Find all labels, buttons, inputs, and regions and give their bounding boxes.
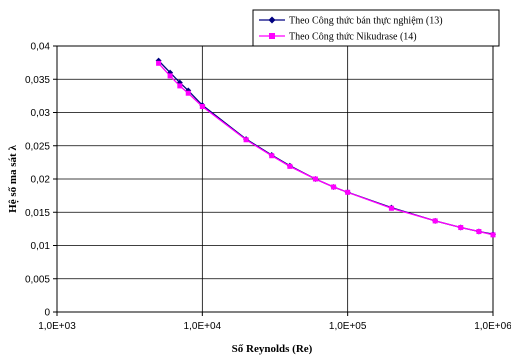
legend-series-2-marker bbox=[269, 33, 275, 39]
series-2-point bbox=[185, 90, 191, 96]
series-2-point bbox=[458, 225, 464, 231]
x-tick-label: 1,0E+06 bbox=[474, 321, 511, 332]
tick-layer: 0 0,005 0,01 0,015 0,02 0,025 0,03 0,035 0,04 1,0… bbox=[25, 42, 511, 333]
series-2-point bbox=[177, 83, 183, 89]
y-tick-label: 0,015 bbox=[25, 208, 50, 219]
series-2-point bbox=[345, 189, 351, 195]
series-2-point bbox=[199, 104, 205, 110]
series-1-line bbox=[158, 60, 494, 235]
series-2-point bbox=[388, 205, 394, 211]
grid-layer bbox=[57, 46, 493, 312]
x-tick-label: 1,0E+04 bbox=[184, 321, 222, 332]
series-2-point bbox=[490, 232, 496, 238]
x-tick-label: 1,0E+05 bbox=[329, 321, 367, 332]
x-tick-label: 1,0E+03 bbox=[38, 321, 76, 332]
series-2-point bbox=[476, 229, 482, 235]
series-2-point bbox=[269, 153, 275, 159]
y-tick-label: 0,01 bbox=[31, 241, 51, 252]
series-2-point bbox=[331, 184, 337, 190]
y-tick-label: 0,02 bbox=[31, 175, 51, 186]
series-2-point bbox=[243, 137, 249, 143]
series-layer bbox=[155, 57, 496, 238]
series-2-point bbox=[287, 163, 293, 169]
legend-series-2-label: Theo Công thức Nikudrase (14) bbox=[289, 32, 417, 43]
y-tick-label: 0,04 bbox=[31, 42, 51, 53]
x-axis-title: Số Reynolds (Re) bbox=[232, 343, 313, 355]
series-2-point bbox=[312, 176, 318, 182]
y-tick-label: 0,025 bbox=[25, 141, 50, 152]
legend-series-1-label: Theo Công thức bán thực nghiệm (13) bbox=[289, 16, 443, 27]
series-2-line bbox=[158, 62, 494, 236]
legend-box bbox=[252, 9, 500, 47]
series-2-point bbox=[432, 218, 438, 224]
y-tick-label: 0,03 bbox=[31, 108, 51, 119]
legend: Theo Công thức bán thực nghiệm (13) Theo… bbox=[252, 9, 500, 47]
series-2-point bbox=[167, 73, 173, 79]
legend-series-1-marker bbox=[268, 16, 276, 24]
series-2-point bbox=[156, 60, 162, 66]
y-tick-label: 0,035 bbox=[25, 75, 50, 86]
y-axis-title: Hệ số ma sát λ bbox=[7, 145, 19, 213]
y-tick-label: 0,005 bbox=[25, 274, 50, 285]
y-tick-label: 0 bbox=[44, 308, 50, 319]
